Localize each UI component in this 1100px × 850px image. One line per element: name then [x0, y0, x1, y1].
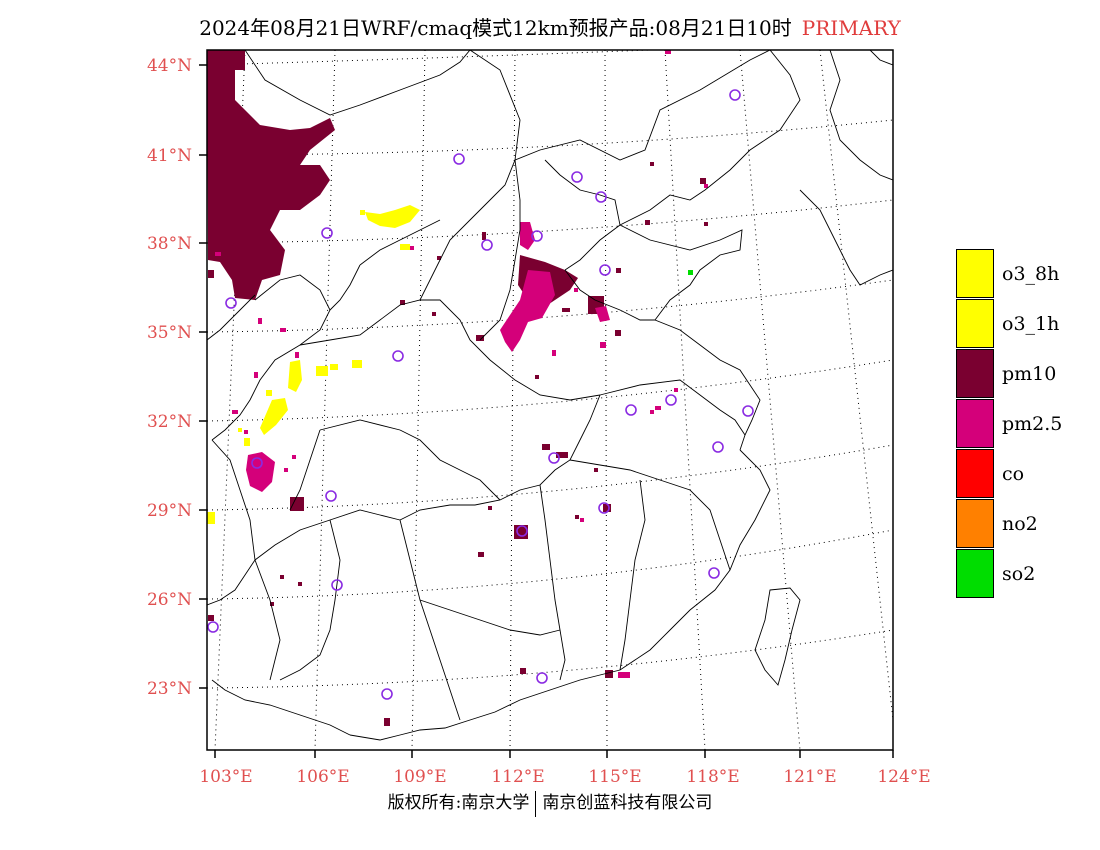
- axis-ticks: [199, 64, 894, 758]
- lat-label: 38°N: [147, 234, 192, 254]
- lon-label: 103°E: [199, 767, 252, 787]
- lat-label: 35°N: [147, 323, 192, 343]
- lon-label: 106°E: [296, 767, 349, 787]
- legend-label: so2: [1002, 563, 1036, 585]
- lon-label: 112°E: [491, 767, 544, 787]
- legend-item-co: co: [956, 449, 1096, 499]
- longitude-gridlines: [214, 50, 893, 750]
- legend-item-so2: so2: [956, 549, 1096, 599]
- title-mode: PRIMARY: [801, 16, 901, 40]
- footer-separator: [535, 790, 537, 817]
- so2-region: [688, 270, 693, 275]
- copyright-footer: 版权所有:南京大学 南京创蓝科技有限公司: [0, 788, 1100, 817]
- legend-label: o3_1h: [1002, 313, 1060, 335]
- legend-item-o3-1h: o3_1h: [956, 299, 1096, 349]
- legend-swatch: [956, 249, 994, 298]
- legend-label: pm2.5: [1002, 413, 1063, 435]
- copyright-right: 南京创蓝科技有限公司: [542, 793, 713, 813]
- legend-item-no2: no2: [956, 499, 1096, 549]
- legend-swatch: [956, 399, 994, 448]
- city-markers: [207, 89, 754, 700]
- lon-label: 118°E: [686, 767, 739, 787]
- lat-label: 32°N: [147, 412, 192, 432]
- legend-label: no2: [1002, 513, 1038, 535]
- longitude-labels: 103°E 106°E 109°E 112°E 115°E 118°E 121°…: [199, 767, 930, 787]
- legend-swatch: [956, 549, 994, 598]
- map-title: 2024年08月21日WRF/cmaq模式12km预报产品:08月21日10时 P…: [0, 12, 1100, 41]
- lat-label: 26°N: [147, 590, 192, 610]
- pm25-regions: [215, 50, 708, 678]
- lat-label: 41°N: [147, 146, 192, 166]
- latitude-labels: 44°N 41°N 38°N 35°N 32°N 29°N 26°N 23°N: [147, 56, 192, 699]
- legend-item-pm10: pm10: [956, 349, 1096, 399]
- title-main: 2024年08月21日WRF/cmaq模式12km预报产品:08月21日10时: [199, 16, 792, 40]
- lat-label: 29°N: [147, 501, 192, 521]
- latitude-gridlines: [207, 50, 893, 689]
- lon-label: 115°E: [588, 767, 641, 787]
- legend-label: pm10: [1002, 363, 1057, 385]
- legend-swatch: [956, 349, 994, 398]
- lon-label: 121°E: [783, 767, 836, 787]
- pollutant-legend: o3_8h o3_1h pm10 pm2.5 co no2 so2: [956, 249, 1096, 599]
- legend-swatch: [956, 499, 994, 548]
- o3-regions: [207, 205, 420, 524]
- boundaries: [207, 50, 893, 741]
- legend-label: o3_8h: [1002, 263, 1060, 285]
- pm10-regions: [207, 50, 708, 726]
- lat-label: 23°N: [147, 679, 192, 699]
- legend-item-o3-8h: o3_8h: [956, 249, 1096, 299]
- lon-label: 109°E: [393, 767, 446, 787]
- lat-label: 44°N: [147, 56, 192, 76]
- copyright-left: 版权所有:南京大学: [387, 793, 530, 813]
- map-content: [207, 50, 893, 750]
- lon-label: 124°E: [877, 767, 930, 787]
- legend-swatch: [956, 449, 994, 498]
- legend-item-pm25: pm2.5: [956, 399, 1096, 449]
- map-frame: [206, 49, 894, 751]
- legend-label: co: [1002, 463, 1025, 485]
- legend-swatch: [956, 299, 994, 348]
